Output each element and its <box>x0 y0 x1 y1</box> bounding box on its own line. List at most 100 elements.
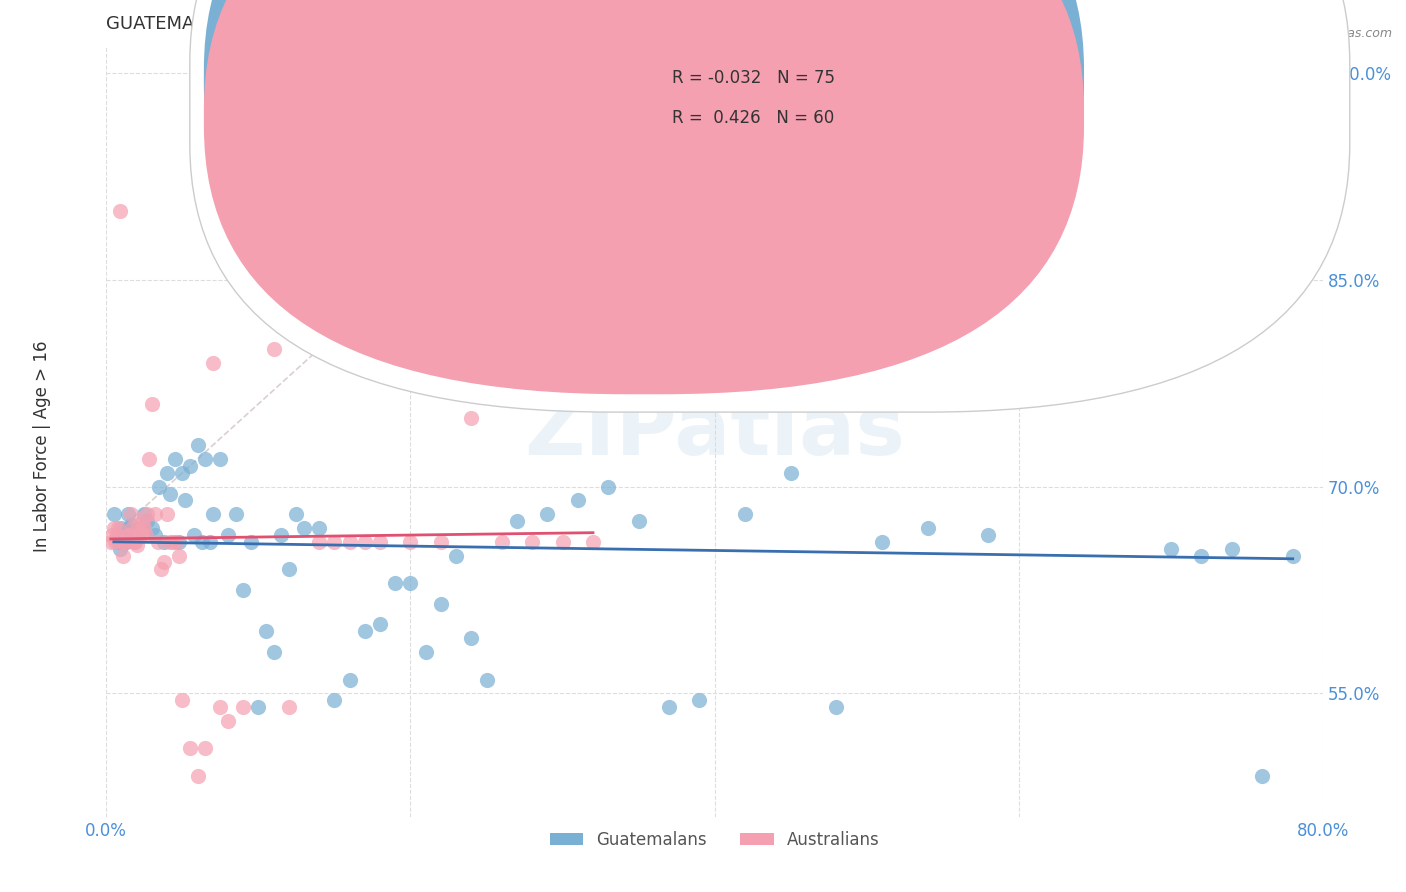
Point <box>129 528 152 542</box>
Point <box>232 700 254 714</box>
Point <box>136 507 159 521</box>
Point <box>105 528 128 542</box>
Point <box>156 466 179 480</box>
Point <box>308 521 330 535</box>
Point <box>460 410 482 425</box>
Point <box>146 534 169 549</box>
Point <box>122 534 145 549</box>
Point <box>263 645 285 659</box>
Point <box>217 528 239 542</box>
Point <box>308 534 330 549</box>
Point <box>270 528 292 542</box>
Point <box>191 534 214 549</box>
Point <box>1160 541 1182 556</box>
Point <box>1251 769 1274 783</box>
Point <box>430 534 453 549</box>
Point <box>415 645 437 659</box>
Point <box>107 521 129 535</box>
Point <box>120 507 142 521</box>
Point <box>107 534 129 549</box>
Point <box>217 714 239 728</box>
Point <box>141 397 163 411</box>
Point <box>368 534 391 549</box>
Point <box>598 480 620 494</box>
Point <box>194 452 217 467</box>
Point <box>172 466 194 480</box>
Point <box>917 521 939 535</box>
Text: In Labor Force | Age > 16: In Labor Force | Age > 16 <box>34 340 51 552</box>
Point <box>779 466 801 480</box>
Point <box>186 438 208 452</box>
Point <box>150 562 173 576</box>
Point <box>339 673 361 687</box>
Point <box>399 534 422 549</box>
Point <box>444 549 467 563</box>
Point <box>353 624 375 639</box>
Point <box>159 534 181 549</box>
Point <box>186 769 208 783</box>
Point <box>977 528 1000 542</box>
Point <box>209 700 232 714</box>
Point <box>115 534 138 549</box>
Point <box>118 528 141 542</box>
Point <box>132 514 155 528</box>
Point <box>567 493 589 508</box>
Point <box>117 528 139 542</box>
Point <box>1099 245 1122 260</box>
Point <box>254 624 277 639</box>
Point <box>239 534 262 549</box>
Point <box>143 528 166 542</box>
Point <box>1191 549 1213 563</box>
Point <box>141 521 163 535</box>
Point <box>247 700 270 714</box>
Point <box>520 534 543 549</box>
Point <box>108 541 131 556</box>
Point <box>124 534 146 549</box>
Point <box>114 534 136 549</box>
Point <box>734 507 756 521</box>
Point <box>103 521 125 535</box>
Point <box>551 534 574 549</box>
Point <box>125 528 148 542</box>
Point <box>174 493 197 508</box>
Point <box>167 534 190 549</box>
Point <box>179 458 201 473</box>
Point <box>104 534 127 549</box>
Point <box>108 204 131 219</box>
Point <box>209 452 232 467</box>
Point <box>117 507 139 521</box>
Point <box>536 507 558 521</box>
Point <box>277 700 299 714</box>
Point <box>201 507 224 521</box>
Point <box>368 617 391 632</box>
Point <box>143 507 166 521</box>
Point <box>134 521 156 535</box>
Point <box>506 514 529 528</box>
Point <box>323 693 346 707</box>
Point <box>114 528 136 542</box>
Point <box>201 356 224 370</box>
Point <box>194 741 217 756</box>
Point <box>1281 549 1303 563</box>
Point <box>100 534 122 549</box>
Point <box>167 549 190 563</box>
Point <box>128 524 150 538</box>
Point <box>825 700 848 714</box>
Point <box>103 507 125 521</box>
Point <box>165 534 187 549</box>
Point <box>232 582 254 597</box>
Point <box>1220 541 1243 556</box>
Point <box>110 521 132 535</box>
Point <box>658 700 681 714</box>
Point <box>121 521 143 535</box>
Point <box>128 521 150 535</box>
Point <box>430 597 453 611</box>
Point <box>225 507 247 521</box>
Point <box>491 534 513 549</box>
Point <box>183 528 205 542</box>
Point <box>148 480 170 494</box>
Point <box>163 452 186 467</box>
Point <box>688 693 710 707</box>
Point <box>353 534 375 549</box>
Point <box>162 534 184 549</box>
